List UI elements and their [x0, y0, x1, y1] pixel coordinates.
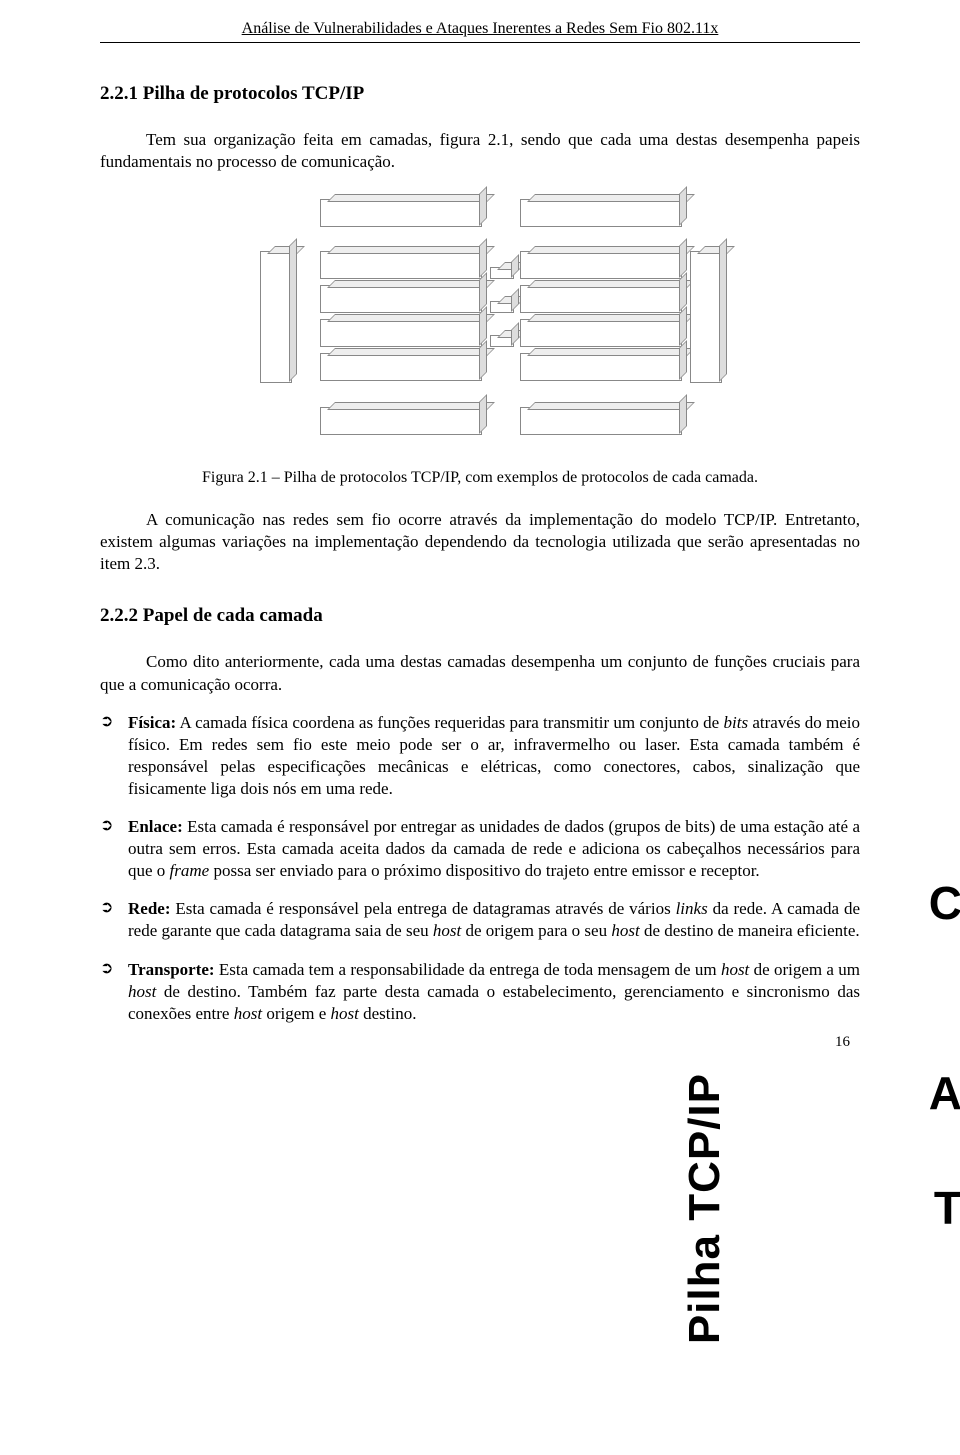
bullet-transporte-label: Transporte: — [128, 960, 215, 979]
section-221-para: Tem sua organização feita em camadas, fi… — [100, 129, 860, 173]
bullet-rede-text-c: de origem para o seu — [461, 921, 611, 940]
after-figure-para: A comunicação nas redes sem fio ocorre a… — [100, 509, 860, 575]
figure-2-1-diagram — [200, 189, 760, 459]
diagram-box — [320, 199, 482, 227]
bullet-rede-text-d: de destino de maneira eficiente. — [640, 921, 860, 940]
header-rule — [100, 42, 860, 43]
bullet-transp-b: de origem a um — [749, 960, 860, 979]
diagram-box — [320, 319, 482, 347]
bullet-transp-host1: host — [721, 960, 749, 979]
diagram-box — [520, 319, 682, 347]
diagram-box — [520, 199, 682, 227]
bullet-transp-host2: host — [128, 982, 156, 1001]
bullet-enlace-frame: frame — [170, 861, 210, 880]
bullet-fisica-bits: bits — [724, 713, 749, 732]
bullet-transp-host3: host — [234, 1004, 262, 1023]
bullet-enlace-text-b: possa ser enviado para o próximo disposi… — [209, 861, 759, 880]
diagram-box — [320, 407, 482, 435]
diagram-box — [520, 407, 682, 435]
diagram-box — [520, 353, 682, 381]
edge-letter-c: C — [929, 880, 960, 926]
bullet-transp-d: origem e — [262, 1004, 330, 1023]
diagram-box — [520, 285, 682, 313]
document-page: Análise de Vulnerabilidades e Ataques In… — [0, 0, 960, 1081]
diagram-box — [520, 251, 682, 279]
diagram-box — [320, 285, 482, 313]
section-221-heading: 2.2.1 Pilha de protocolos TCP/IP — [100, 83, 860, 105]
page-number: 16 — [835, 1034, 850, 1051]
diagram-box — [320, 353, 482, 381]
section-222-intro: Como dito anteriormente, cada uma destas… — [100, 651, 860, 695]
diagram-box — [490, 267, 514, 279]
bullet-rede-text-a: Esta camada é responsável pela entrega d… — [170, 899, 675, 918]
bullet-transporte: Transporte: Esta camada tem a responsabi… — [100, 959, 860, 1025]
bullet-transp-host4: host — [331, 1004, 359, 1023]
diagram-box — [320, 251, 482, 279]
bullet-rede-links: links — [676, 899, 708, 918]
diagram-box — [260, 251, 292, 383]
running-header: Análise de Vulnerabilidades e Ataques In… — [100, 20, 860, 38]
bullet-rede-host1: host — [433, 921, 461, 940]
diagram-box — [490, 301, 514, 313]
bullet-enlace-label: Enlace: — [128, 817, 183, 836]
bullet-fisica: Física: A camada física coordena as funç… — [100, 712, 860, 800]
bullet-rede-label: Rede: — [128, 899, 170, 918]
bullet-enlace: Enlace: Esta camada é responsável por en… — [100, 816, 860, 882]
diagram-box — [490, 335, 514, 347]
figure-2-1-caption: Figura 2.1 – Pilha de protocolos TCP/IP,… — [100, 469, 860, 487]
edge-letter-a: A — [929, 1070, 960, 1116]
bullet-fisica-label: Física: — [128, 713, 176, 732]
bullet-transp-a: Esta camada tem a responsabilidade da en… — [215, 960, 721, 979]
section-222-heading: 2.2.2 Papel de cada camada — [100, 605, 860, 627]
edge-letter-t: T — [934, 1185, 960, 1231]
bullet-transp-e: destino. — [359, 1004, 417, 1023]
diagram-box — [690, 251, 722, 383]
vertical-label-pilha: Pilha TCP/IP — [680, 1073, 730, 1344]
bullet-fisica-text-a: A camada física coordena as funções requ… — [176, 713, 723, 732]
bullet-rede-host2: host — [611, 921, 639, 940]
bullet-rede: Rede: Esta camada é responsável pela ent… — [100, 898, 860, 942]
